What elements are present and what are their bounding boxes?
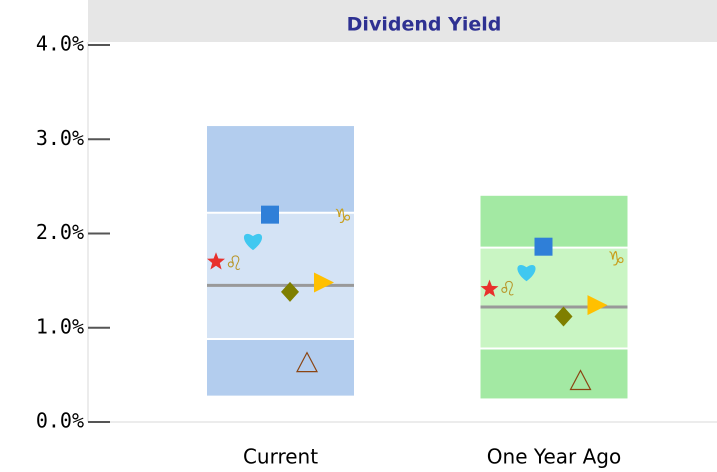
triangle-up-marker (296, 351, 318, 373)
y-tick-label: 2.0% (36, 220, 84, 244)
capricorn-marker: ♑ (334, 204, 352, 228)
x-tick-label: One Year Ago (487, 445, 621, 469)
y-tick-label: 3.0% (36, 126, 84, 150)
square-marker (534, 237, 553, 256)
y-tick-label: 1.0% (36, 314, 84, 338)
triangle-marker (314, 272, 334, 293)
inner-range (480, 247, 628, 349)
leo-marker: ♌ (499, 277, 517, 301)
leo-marker: ♌ (225, 251, 243, 275)
triangle-up-marker (569, 369, 592, 391)
inner-range (207, 212, 354, 340)
chart-title: Dividend Yield (347, 14, 502, 36)
diamond-marker (281, 281, 299, 302)
triangle-marker (587, 295, 608, 316)
y-tick-label: 4.0% (36, 32, 84, 56)
title-bar (88, 0, 717, 42)
x-tick-label: Current (243, 445, 318, 469)
diamond-marker (554, 306, 573, 327)
star-marker (207, 252, 225, 270)
star-marker (480, 279, 499, 297)
heart-marker (243, 233, 263, 251)
y-tick-label: 0.0% (36, 409, 84, 433)
capricorn-marker: ♑ (608, 246, 626, 270)
heart-marker (517, 264, 536, 282)
square-marker (261, 205, 279, 224)
